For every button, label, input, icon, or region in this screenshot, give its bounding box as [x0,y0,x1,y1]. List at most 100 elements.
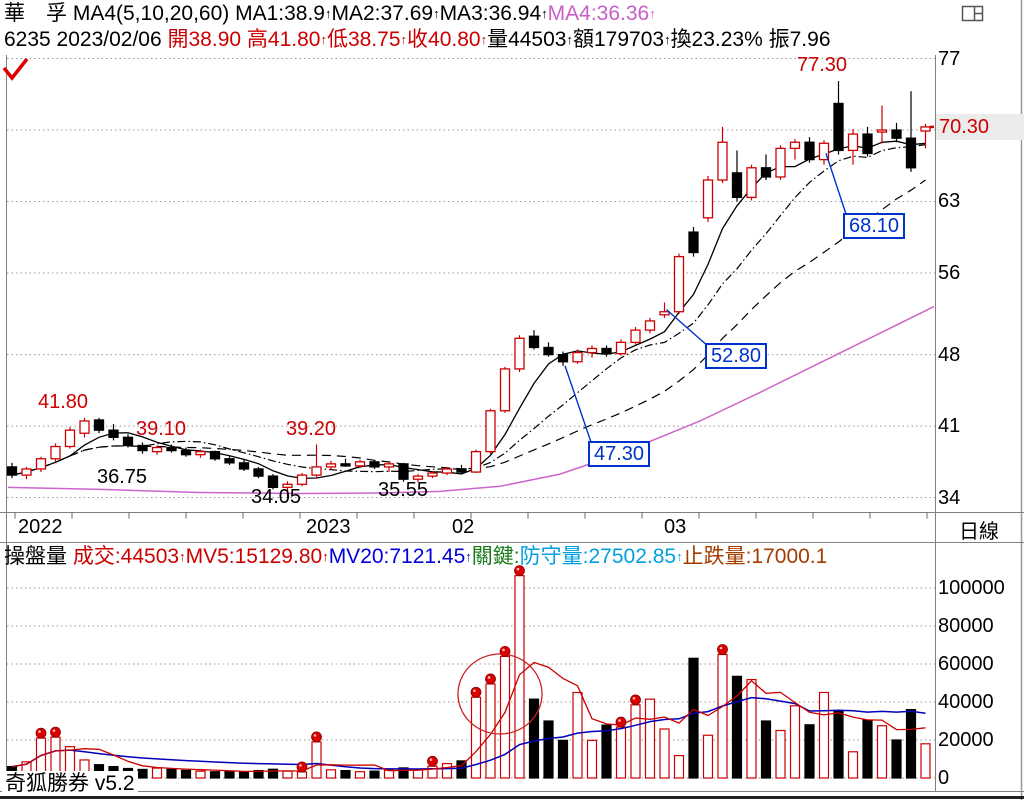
ma60-line [7,305,935,495]
volume-bar [282,770,293,779]
volume-bar [862,719,873,779]
volume-bar [572,691,583,779]
price-annotation: 39.20 [286,418,337,440]
price-annotation: 35.55 [378,479,429,501]
price-axis-label: 41 [938,415,961,437]
volume-indicator-value: 防守量:27502.85 [519,545,677,568]
candle-body [731,172,743,199]
candle-body [862,133,873,155]
candle-body [166,446,177,452]
volume-bar [688,657,699,779]
candle-body [630,329,641,344]
candle-body [833,102,844,152]
boxed-price-annotation: 68.10 [843,213,906,239]
volume-bar [702,734,714,779]
volume-bar [586,739,598,779]
candle-body [717,141,728,181]
volume-bar [369,770,380,779]
volume-bar [485,683,496,779]
volume-bar [166,768,177,779]
candle-body [296,474,308,485]
volume-axis-label: 100000 [938,577,1005,599]
volume-bar [644,698,656,779]
signal-dot [615,716,627,728]
candle-body [311,466,322,476]
app-version-label: 奇狐勝券 v5.2 [2,771,138,796]
up-arrow-icon: ↑ [179,549,186,564]
candle-body [238,462,250,470]
up-arrow-icon: ↑ [320,32,327,47]
volume-bar [673,754,685,779]
volume-axis-label: 0 [938,767,950,789]
volume-bar [557,739,569,779]
candle-body [572,351,583,363]
candle-body [224,458,235,464]
volume-bar [920,743,931,779]
candle-body [325,463,337,468]
indicator-value: MA4:36.36 [547,2,650,25]
candle-body [876,129,888,133]
signal-dot [499,646,511,657]
candle-body [21,468,32,476]
volume-bar [891,739,902,779]
volume-bar [224,770,235,779]
volume-bar [137,768,148,779]
indicator-value: MA1:38.9 [235,2,325,25]
candle-body [50,445,61,460]
volume-bar [354,771,366,779]
mv5-line [11,661,926,773]
candle-body [456,468,467,473]
volume-bar [253,769,264,779]
signal-dot-glint [618,719,621,722]
candle-body [514,337,525,370]
quote-header-line: 6235 2023/02/06 開38.90 高41.80↑低38.75↑收40… [4,27,831,52]
volume-header-line: 操盤量 成交:44503↑MV5:15129.80↑MV20:7121.45↑關… [4,544,827,569]
volume-bar [789,705,801,779]
volume-bar [441,762,453,779]
signal-dot-glint [516,567,520,571]
candle-body [891,129,902,139]
volume-indicator-value: 止跌量:17000.1 [682,545,828,568]
candle-body [108,429,119,438]
annotation-lines-layer [2,57,848,446]
candle-body [470,450,482,473]
mv20-line [11,696,926,770]
volume-bar [833,709,844,779]
window-layout-icon[interactable] [961,5,984,22]
indicator-value: 華 孚 MA4(5,10,20,60) [4,2,236,25]
indicator-header-line: 華 孚 MA4(5,10,20,60) MA1:38.9↑MA2:37.69↑M… [4,1,656,26]
candle-body [746,167,757,199]
candle-body [673,255,685,313]
ma-lines-layer [7,140,935,495]
window-bottom-edge [0,796,1024,799]
candle-body [615,341,627,355]
candle-body [920,126,931,132]
indicator-value: MA3:36.94 [439,2,542,25]
timeframe-label[interactable]: 日線 [959,521,999,543]
volume-axis-label: 80000 [938,615,994,637]
candle-body [775,147,786,178]
signal-dot [311,731,322,743]
up-arrow-icon: ↑ [433,6,440,21]
volume-indicator-value: 關鍵: [471,545,520,568]
volume-bar [514,575,525,779]
annotation-pointer-line [564,365,593,446]
candle-body [209,450,221,460]
candle-body [340,463,351,467]
price-axis-label: 48 [938,344,961,366]
volume-bar [180,769,192,779]
volume-bar [528,698,540,779]
volume-bar [325,769,337,779]
volume-bar [847,751,859,779]
time-axis-label: 03 [664,516,687,538]
quote-value: 6235 2023/02/06 [4,28,168,51]
volume-bar [876,725,888,779]
candle-body [905,137,917,169]
volume-indicator-value: 成交:44503 [72,545,180,568]
up-arrow-icon: ↑ [322,549,329,564]
boxed-price-annotation: 47.30 [588,441,651,467]
up-arrow-icon: ↑ [676,549,683,564]
boxed-price-annotation: 52.80 [705,343,768,369]
